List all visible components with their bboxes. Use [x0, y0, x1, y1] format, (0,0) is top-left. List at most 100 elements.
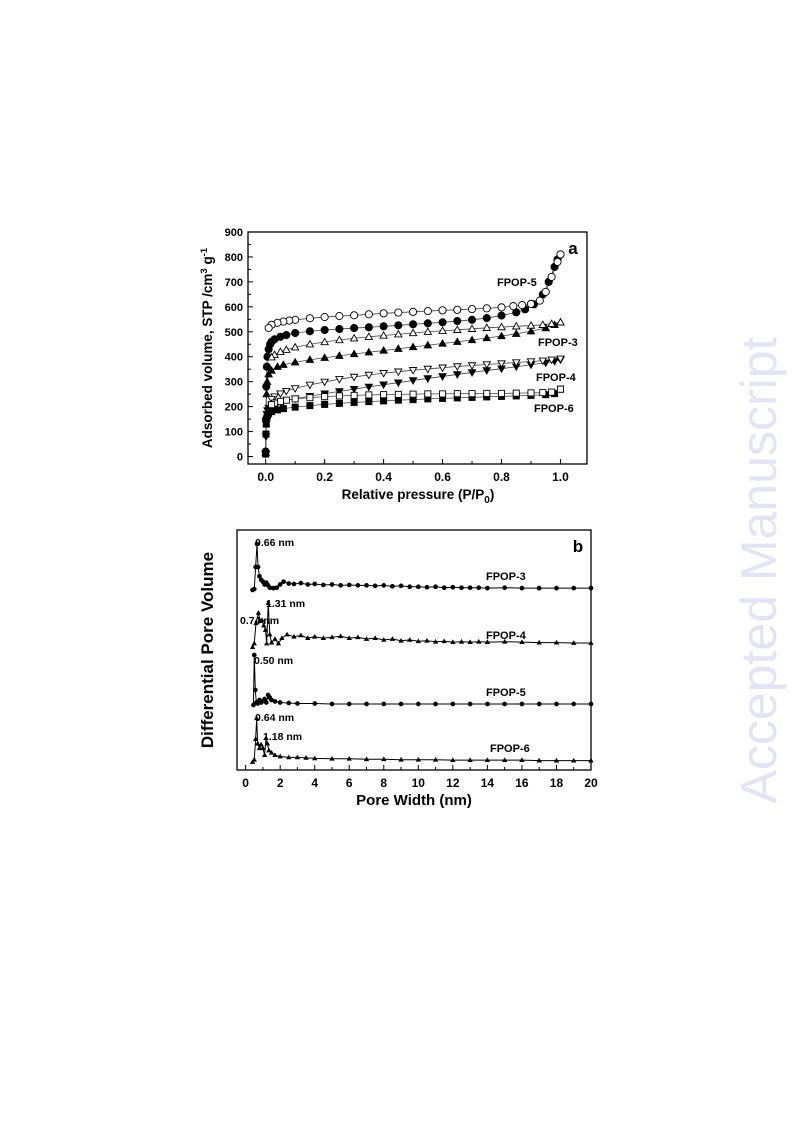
marker-fpop-3-desorption — [320, 337, 330, 346]
point-fpop-3 — [286, 581, 292, 586]
marker-fpop-6-desorption — [483, 389, 491, 397]
marker-fpop-3-adsorption — [511, 329, 521, 337]
marker-fpop-3-adsorption — [335, 351, 344, 359]
point-fpop-6 — [571, 757, 577, 763]
marker-fpop-4-desorption — [423, 365, 433, 374]
marker-fpop-3-desorption — [438, 326, 447, 334]
marker-fpop-6-desorption — [282, 396, 290, 404]
marker-fpop-3-desorption — [290, 342, 300, 351]
marker-fpop-5-desorption — [467, 305, 477, 314]
series-label-fpop-3-b: FPOP-3 — [486, 571, 526, 583]
marker-fpop-5-desorption — [518, 301, 527, 310]
marker-fpop-3-desorption — [547, 319, 557, 327]
x-tick-label-b: 0 — [242, 776, 249, 790]
marker-fpop-6-desorption — [498, 389, 506, 397]
marker-fpop-4-adsorption — [423, 375, 433, 383]
panel-b-frame — [236, 529, 592, 771]
point-fpop-5 — [262, 696, 267, 702]
point-fpop-4 — [571, 640, 577, 645]
point-fpop-5 — [312, 701, 318, 706]
point-fpop-4 — [261, 622, 267, 628]
panel-a-isotherms: 0.0 0.2 0.4 0.6 0.8 1.0 0 100 200 300 400 500 600 700… — [199, 227, 588, 506]
marker-fpop-6-desorption — [291, 395, 299, 403]
marker-fpop-3-adsorption — [349, 349, 359, 358]
point-fpop-3 — [485, 585, 490, 591]
marker-fpop-5-adsorption — [409, 320, 418, 329]
point-fpop-5 — [588, 701, 594, 707]
series-label-fpop-4-b: FPOP-4 — [486, 630, 527, 642]
point-fpop-4 — [415, 638, 421, 644]
marker-fpop-5-adsorption — [335, 324, 344, 334]
point-fpop-4 — [424, 637, 430, 643]
marker-fpop-5-adsorption — [291, 328, 300, 338]
marker-fpop-5-adsorption — [262, 362, 271, 371]
marker-fpop-4-desorption — [320, 378, 330, 387]
marker-fpop-4-adsorption — [349, 386, 359, 394]
marker-fpop-3-desorption — [335, 335, 344, 344]
marker-fpop-3-adsorption — [290, 357, 300, 366]
marker-fpop-4-desorption — [482, 361, 492, 369]
point-fpop-4 — [267, 631, 273, 637]
point-fpop-3 — [571, 585, 577, 591]
marker-fpop-3-adsorption — [364, 347, 374, 356]
point-fpop-6 — [256, 745, 263, 751]
point-fpop-3 — [372, 583, 378, 589]
marker-fpop-4-adsorption — [408, 377, 418, 385]
curve-fpop-4 — [252, 602, 591, 648]
marker-fpop-6-desorption — [439, 390, 447, 398]
peak-label-fpop-5: 0.50 nm — [254, 655, 293, 667]
point-fpop-3 — [329, 582, 335, 587]
marker-fpop-4-adsorption — [379, 381, 388, 390]
point-fpop-4 — [407, 637, 413, 642]
point-fpop-3 — [291, 581, 297, 587]
marker-fpop-3-adsorption — [482, 333, 492, 342]
marker-fpop-3-desorption — [393, 329, 403, 338]
marker-fpop-6-adsorption — [365, 398, 373, 406]
marker-fpop-5-adsorption — [394, 321, 403, 330]
point-fpop-3 — [433, 584, 438, 590]
point-fpop-4 — [251, 640, 257, 646]
point-fpop-5 — [450, 701, 456, 707]
point-fpop-4 — [264, 640, 270, 646]
point-fpop-3 — [255, 564, 261, 570]
marker-fpop-4-desorption — [547, 356, 557, 365]
point-fpop-4 — [519, 639, 525, 645]
point-fpop-4 — [441, 638, 447, 644]
x-tick-label-b: 16 — [515, 776, 529, 790]
y-tick-label-a: 600 — [225, 302, 243, 314]
marker-fpop-6-desorption — [335, 392, 343, 400]
point-fpop-6 — [272, 752, 278, 757]
point-fpop-4 — [346, 635, 352, 640]
point-fpop-3 — [390, 583, 395, 589]
marker-fpop-6-desorption — [380, 391, 388, 399]
marker-fpop-5-desorption — [438, 306, 447, 315]
marker-fpop-6-desorption — [527, 389, 535, 397]
marker-fpop-5-desorption — [497, 303, 506, 312]
point-fpop-4 — [329, 634, 335, 640]
marker-fpop-5-adsorption — [282, 330, 291, 340]
marker-fpop-5-desorption — [453, 305, 462, 314]
marker-fpop-6-adsorption — [262, 450, 270, 458]
marker-fpop-5-adsorption — [350, 323, 359, 333]
panel-a-frame — [247, 231, 588, 465]
marker-fpop-4-desorption — [335, 376, 344, 384]
marker-fpop-6-desorption — [424, 390, 432, 398]
marker-fpop-6-desorption — [556, 385, 564, 393]
point-fpop-6 — [519, 757, 525, 763]
point-fpop-5 — [286, 700, 292, 706]
point-fpop-3 — [415, 584, 421, 590]
marker-fpop-3-adsorption — [497, 331, 506, 340]
marker-fpop-4-desorption — [379, 370, 388, 378]
x-tick-label-a: 0.6 — [434, 470, 451, 484]
panel-b-ylabel: Differential Pore Volume — [198, 552, 217, 748]
marker-fpop-5-desorption — [526, 299, 536, 308]
point-fpop-4 — [253, 620, 259, 626]
panel-b-series-lines — [252, 543, 591, 763]
point-fpop-6 — [254, 715, 260, 721]
marker-fpop-4-desorption — [349, 373, 359, 382]
point-fpop-4 — [305, 635, 311, 640]
point-fpop-4 — [265, 600, 271, 605]
marker-fpop-3-adsorption — [278, 360, 288, 368]
point-fpop-3 — [298, 580, 304, 586]
